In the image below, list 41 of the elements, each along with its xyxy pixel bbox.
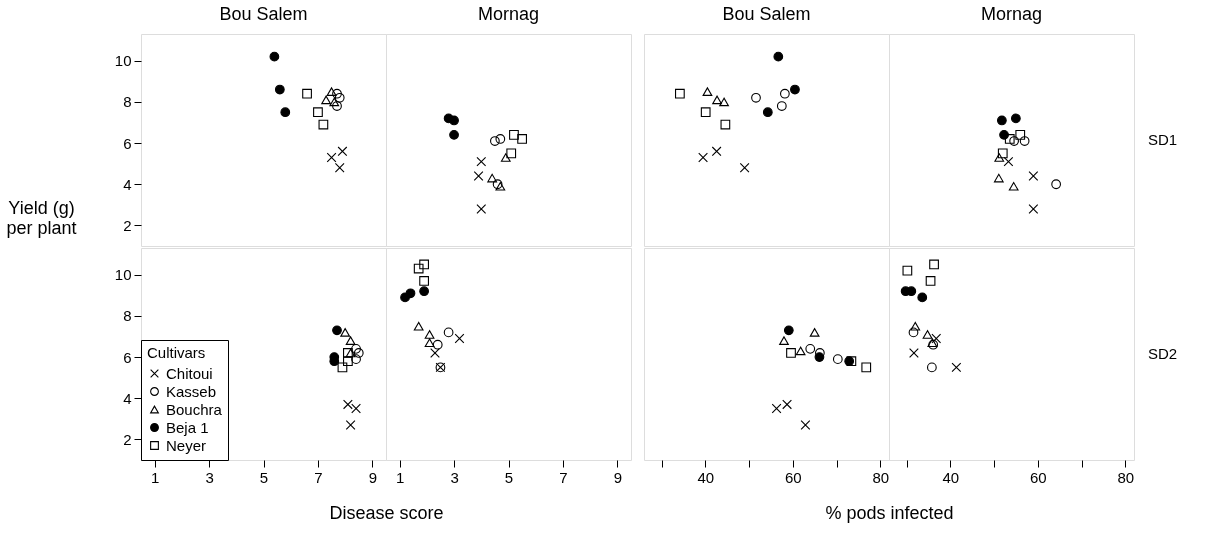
y2-axis-title: SD1 bbox=[1148, 131, 1178, 148]
legend-label: Chitoui bbox=[166, 364, 213, 382]
legend-label: Bouchra bbox=[166, 400, 223, 418]
y-tick-label: 4 bbox=[123, 175, 132, 193]
legend-label: Kasseb bbox=[166, 382, 217, 400]
x-tick-label: 5 bbox=[259, 468, 269, 486]
x-tick-label: 80 bbox=[1117, 468, 1135, 486]
legend-label: Neyer bbox=[166, 436, 207, 454]
x-tick-label: 40 bbox=[942, 468, 960, 486]
x-tick-label: 3 bbox=[205, 468, 214, 486]
chart-title: Mornag bbox=[477, 4, 540, 24]
y-tick-label: 4 bbox=[123, 389, 132, 407]
x-tick-label: 60 bbox=[784, 468, 802, 486]
x-tick-label: 9 bbox=[368, 468, 378, 486]
y-axis-title: Yield (g) per plant bbox=[6, 197, 77, 238]
x-tick-label: 7 bbox=[314, 468, 323, 486]
chart-title: Bou Salem bbox=[219, 4, 308, 24]
x-axis-title: % pods infected bbox=[825, 502, 954, 523]
y-tick-label: 8 bbox=[123, 307, 132, 325]
x-tick-label: 9 bbox=[613, 468, 623, 486]
y-tick-label: 2 bbox=[123, 430, 132, 448]
x-tick-label: 7 bbox=[559, 468, 568, 486]
x-tick-label: 60 bbox=[1029, 468, 1047, 486]
x-axis-title: Disease score bbox=[329, 502, 444, 523]
x-tick-label: 1 bbox=[395, 468, 405, 486]
x-tick-label: 40 bbox=[697, 468, 715, 486]
x-tick-label: 1 bbox=[150, 468, 160, 486]
x-tick-label: 80 bbox=[872, 468, 890, 486]
y-tick-label: 2 bbox=[123, 216, 132, 234]
y2-axis-title: SD2 bbox=[1148, 345, 1178, 362]
x-tick-label: 5 bbox=[504, 468, 514, 486]
chart-title: Mornag bbox=[980, 4, 1043, 24]
y-tick-label: 10 bbox=[114, 266, 132, 284]
x-tick-label: 3 bbox=[450, 468, 459, 486]
y-tick-label: 6 bbox=[123, 348, 132, 366]
y-tick-label: 6 bbox=[123, 134, 132, 152]
y-tick-label: 10 bbox=[114, 52, 132, 70]
legend-label: Beja 1 bbox=[166, 418, 209, 436]
legend-title: Cultivars bbox=[147, 344, 206, 361]
chart-title: Bou Salem bbox=[722, 4, 811, 24]
y-tick-label: 8 bbox=[123, 93, 132, 111]
